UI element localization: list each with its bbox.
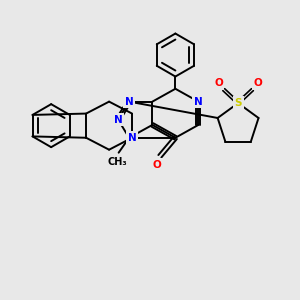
Text: N: N bbox=[125, 97, 134, 106]
Text: N: N bbox=[128, 133, 136, 143]
Text: N: N bbox=[194, 97, 203, 106]
Text: O: O bbox=[254, 78, 262, 88]
Text: O: O bbox=[152, 160, 161, 170]
Text: O: O bbox=[214, 78, 223, 88]
Text: CH₃: CH₃ bbox=[107, 157, 127, 166]
Text: S: S bbox=[234, 98, 242, 108]
Text: N: N bbox=[114, 115, 122, 124]
